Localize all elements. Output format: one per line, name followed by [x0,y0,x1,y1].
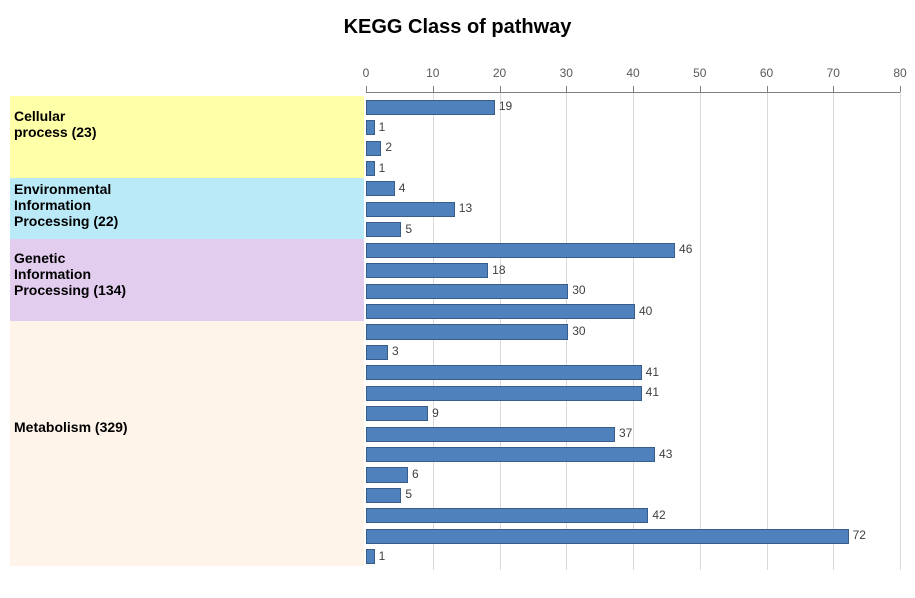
bar-row: 43Metabolism of cofactors and vitamins [366,443,900,463]
bar [366,447,655,462]
bar [366,508,648,523]
bar-row: 30Amino acid metabolism [366,321,900,341]
bar-value-label: 1 [379,549,386,563]
bar-value-label: 1 [379,120,386,134]
bar-row: 4Membrane transport [366,178,900,198]
bar-value-label: 46 [679,242,692,256]
bar-row: 3Biosynthesis of other secondary metabol… [366,341,900,361]
bar [366,427,615,442]
bar-value-label: 5 [405,487,412,501]
bar-row: 40Translation [366,300,900,320]
group-label: Genetic Information Processing (134) [14,250,126,298]
axis-baseline [366,92,900,93]
bar-row: 41Energy metabolism [366,382,900,402]
axis-tick-label: 20 [493,66,506,80]
bar-value-label: 41 [646,385,659,399]
bar-row: 72Overview [366,525,900,545]
bar-row: 2Cell growth and death [366,137,900,157]
plot-area: 01020304050607080 19transport and catabo… [366,92,900,570]
bar-value-label: 5 [405,222,412,236]
kegg-chart: KEGG Class of pathway Cellular process (… [0,0,915,598]
bar-value-label: 41 [646,365,659,379]
bar-value-label: 19 [499,99,512,113]
gridline [900,92,901,570]
bar-value-label: 13 [459,201,472,215]
bar [366,345,388,360]
label-column: Cellular process (23) Environmental Infor… [10,92,364,570]
bar [366,488,401,503]
group-label: Cellular process (23) [14,108,96,140]
bar-value-label: 30 [572,283,585,297]
chart-title: KEGG Class of pathway [0,0,915,47]
bar [366,529,849,544]
bar-row: 5Signaling molecules and interaction [366,219,900,239]
bar-row: 19transport and catabolism [366,96,900,116]
bar-value-label: 43 [659,447,672,461]
axis-tick-label: 70 [827,66,840,80]
bar-value-label: 72 [853,528,866,542]
group-label: Environmental Information Processing (22… [14,181,118,229]
bar [366,202,455,217]
bar-row: 1Cell motility [366,157,900,177]
bar-row: 41Carbohydrate metabolism [366,362,900,382]
bar [366,304,635,319]
bar [366,243,675,258]
bar-value-label: 9 [432,406,439,420]
axis-tick-label: 40 [626,66,639,80]
bar-value-label: 4 [399,181,406,195]
bar [366,406,428,421]
group-background [10,321,364,566]
bar-value-label: 37 [619,426,632,440]
bar-row: 1Sensory system [366,546,900,566]
bar [366,161,375,176]
bar [366,386,642,401]
bar-value-label: 30 [572,324,585,338]
axis-tick-label: 0 [363,66,370,80]
bar-value-label: 18 [492,263,505,277]
bar-row: 30Transcription [366,280,900,300]
bar [366,284,568,299]
bar [366,120,375,135]
bar-value-label: 42 [652,508,665,522]
bar [366,222,401,237]
bar-rows: 19transport and catabolism1Cell communic… [366,96,900,566]
bar-value-label: 2 [385,140,392,154]
bar [366,324,568,339]
bar-value-label: 40 [639,304,652,318]
bar-row: 9Glycan biosynthesis and metabolism [366,403,900,423]
bar-value-label: 6 [412,467,419,481]
axis-tick-label: 50 [693,66,706,80]
axis-tick-label: 10 [426,66,439,80]
axis-tick-label: 30 [560,66,573,80]
bar-row: 42Nucleotide metabolism [366,505,900,525]
bar-row: 46Folding, sorting and degradation [366,239,900,259]
bar-row: 1Cell communication [366,116,900,136]
bar [366,365,642,380]
bar [366,100,495,115]
bar [366,467,408,482]
axis-tick-label: 60 [760,66,773,80]
bar-value-label: 1 [379,161,386,175]
bar-row: 37Lipid metabolism [366,423,900,443]
bar-row: 6Metabolism of other amino acids [366,464,900,484]
bar [366,181,395,196]
bar-row: 5Metabolism of terpenoids and polyketide… [366,484,900,504]
bar [366,263,488,278]
bar-row: 13Signal transduction [366,198,900,218]
bar [366,549,375,564]
bar-value-label: 3 [392,344,399,358]
group-label: Metabolism (329) [14,419,128,435]
bar [366,141,381,156]
bar-row: 18Replication and repair [366,259,900,279]
axis-tick-label: 80 [893,66,906,80]
